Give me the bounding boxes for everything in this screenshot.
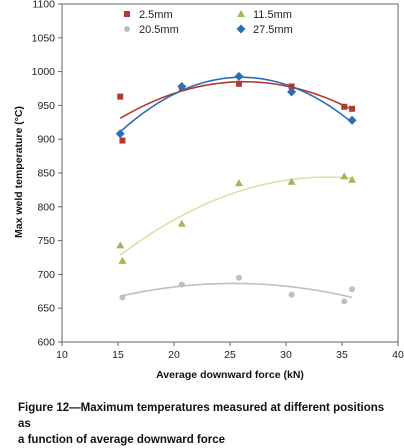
data-point-11-5mm (348, 175, 357, 183)
y-tick-label: 950 (37, 100, 55, 112)
y-tick-label: 850 (37, 168, 55, 180)
data-point-27-5mm (234, 71, 244, 81)
data-point-2-5mm (119, 137, 126, 144)
data-point-27-5mm (115, 129, 125, 139)
data-point-20-5mm (119, 294, 126, 301)
legend-label-11-5mm: 11.5mm (253, 9, 292, 21)
y-tick-label: 1100 (32, 0, 55, 11)
trendlines (119, 76, 353, 299)
data-point-20-5mm (288, 291, 295, 298)
x-tick-label: 35 (336, 349, 348, 361)
y-tick-label: 700 (37, 269, 55, 281)
y-tick-label: 1050 (32, 32, 56, 44)
legend-marker-27-5mm (236, 24, 246, 34)
data-point-20-5mm (341, 298, 348, 305)
x-axis-title: Average downward force (kN) (156, 369, 304, 381)
legend: 2.5mm 11.5mm 20.5mm 27.5mm (124, 9, 293, 36)
y-tick-label: 650 (37, 303, 55, 315)
trendline-11-5mm (119, 176, 353, 256)
data-points (115, 71, 357, 305)
legend-marker-20-5mm (124, 26, 130, 32)
caption-line-2: a function of average downward force (18, 434, 226, 446)
legend-marker-2-5mm (124, 11, 130, 17)
x-tick-label: 40 (392, 349, 404, 361)
y-axis-title: Max weld temperature (°C) (13, 106, 25, 238)
data-point-2-5mm (341, 103, 348, 110)
data-point-20-5mm (235, 274, 242, 281)
legend-label-27-5mm: 27.5mm (253, 24, 293, 36)
x-tick-label: 15 (112, 349, 124, 361)
trendline-2-5mm (119, 80, 353, 120)
y-tick-label: 600 (37, 337, 55, 349)
trendline-20-5mm (122, 282, 353, 299)
data-point-27-5mm (177, 81, 187, 91)
chart: 600 650 700 750 800 850 900 950 1000 1050 1100 10 15… (13, 0, 404, 381)
legend-label-20-5mm: 20.5mm (139, 24, 179, 36)
data-point-11-5mm (234, 179, 243, 187)
data-point-11-5mm (287, 177, 296, 185)
x-tick-label: 20 (168, 349, 180, 361)
y-tick-label: 750 (37, 235, 55, 247)
data-point-11-5mm (340, 172, 349, 180)
x-tick-label: 30 (280, 349, 292, 361)
y-tick-label: 800 (37, 201, 55, 213)
legend-marker-11-5mm (237, 10, 245, 17)
data-point-20-5mm (349, 286, 356, 293)
y-tick-label: 900 (37, 134, 55, 146)
y-tick-label: 1000 (32, 66, 56, 78)
x-tick-label: 25 (224, 349, 236, 361)
plot-frame (61, 3, 399, 343)
axes: 600 650 700 750 800 850 900 950 1000 1050 1100 10 15… (32, 0, 404, 361)
data-point-20-5mm (178, 281, 185, 288)
data-point-11-5mm (118, 256, 127, 264)
legend-label-2-5mm: 2.5mm (139, 9, 173, 21)
data-point-27-5mm (287, 87, 297, 97)
caption-line-1: Figure 12—Maximum temperatures measured … (18, 402, 385, 430)
data-point-2-5mm (117, 93, 124, 100)
data-point-27-5mm (347, 115, 357, 125)
data-point-11-5mm (116, 241, 125, 249)
x-tick-label: 10 (56, 349, 68, 361)
figure-caption: Figure 12—Maximum temperatures measured … (18, 400, 398, 448)
data-point-11-5mm (177, 219, 186, 227)
data-point-2-5mm (349, 105, 356, 112)
data-point-2-5mm (288, 83, 295, 90)
data-point-2-5mm (235, 80, 242, 87)
